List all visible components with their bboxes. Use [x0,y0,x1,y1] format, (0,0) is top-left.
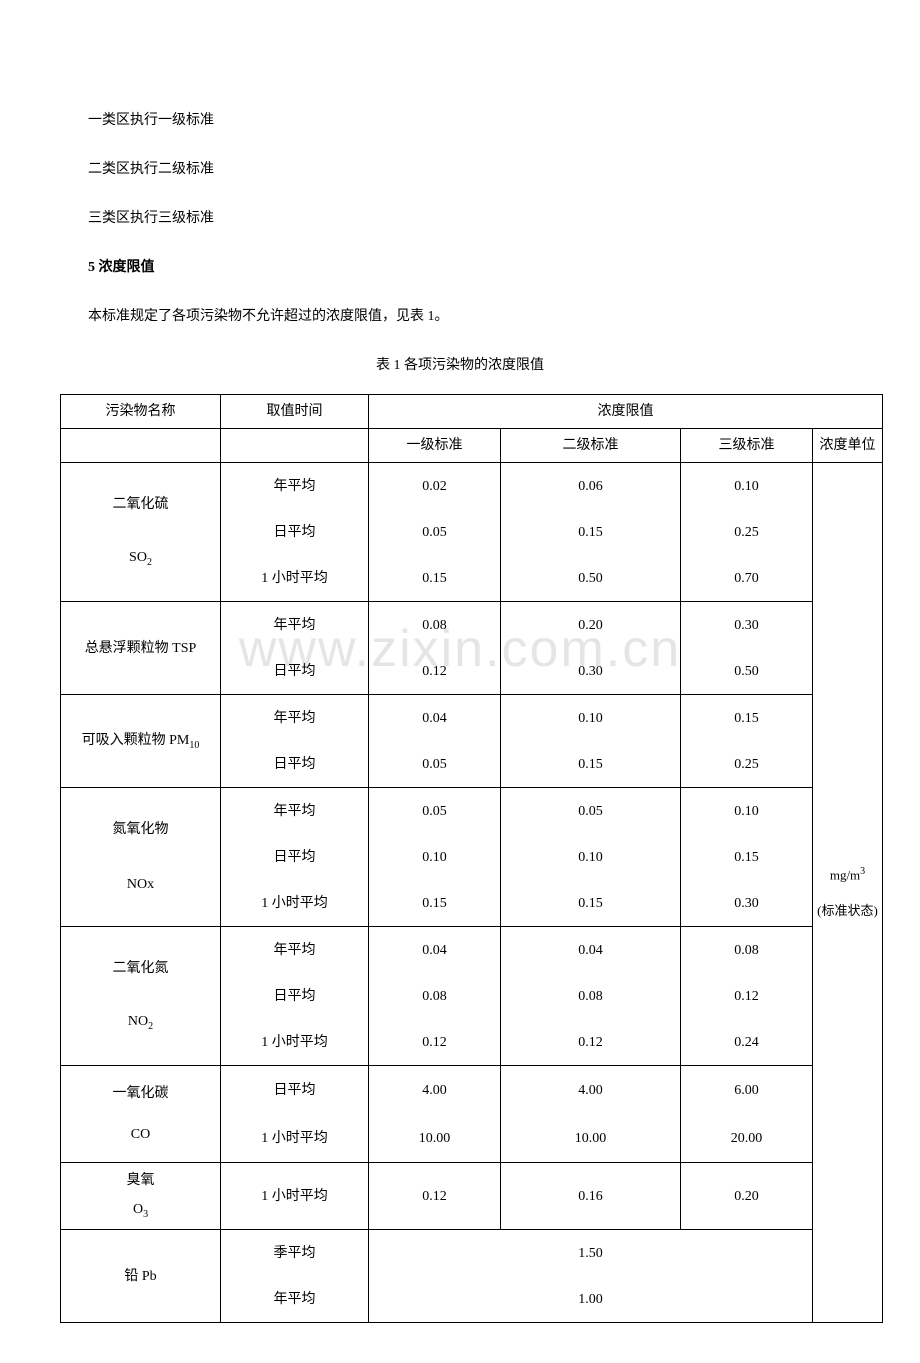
name-line2: NOx [127,872,154,897]
hdr-unit: 浓度单位 [813,429,883,463]
table-row: 二氧化氮 NO2 年平均日平均1 小时平均 0.040.080.12 0.040… [61,927,883,1066]
lv3-cell: 0.150.25 [681,695,813,788]
name-line1: 二氧化硫 [113,492,169,517]
table-row: 总悬浮颗粒物 TSP 年平均日平均 0.080.12 0.200.30 0.30… [61,602,883,695]
lv1-cell: 0.020.050.15 [369,463,501,602]
paragraph-class2: 二类区执行二级标准 [60,159,860,180]
name-line2: SO2 [129,545,152,572]
pollutant-name: 可吸入颗粒物 PM10 [61,695,221,788]
pollutant-name: 二氧化硫 SO2 [61,463,221,602]
lv3-cell: 0.300.50 [681,602,813,695]
hdr-empty-1 [61,429,221,463]
lv2-cell: 4.0010.00 [501,1066,681,1163]
name-line2: CO [131,1122,150,1147]
pollutant-name: 总悬浮颗粒物 TSP [61,602,221,695]
hdr-lv1: 一级标准 [369,429,501,463]
table-header-row-2: 一级标准 二级标准 三级标准 浓度单位 [61,429,883,463]
paragraph-class1: 一类区执行一级标准 [60,110,860,131]
hdr-pollutant: 污染物名称 [61,395,221,429]
lv1-cell: 0.12 [369,1163,501,1230]
hdr-lv3: 三级标准 [681,429,813,463]
table-row: 臭氧 O3 1 小时平均 0.12 0.16 0.20 [61,1163,883,1230]
lv2-cell: 0.040.080.12 [501,927,681,1066]
unit-cell: mg/m3 (标准状态) [813,463,883,1323]
hdr-lv2: 二级标准 [501,429,681,463]
lv3-cell: 0.20 [681,1163,813,1230]
paragraph-class3: 三类区执行三级标准 [60,208,860,229]
period-cell: 季平均年平均 [221,1230,369,1323]
name-line2: NO2 [128,1009,153,1036]
hdr-limit: 浓度限值 [369,395,883,429]
table-header-row-1: 污染物名称 取值时间 浓度限值 [61,395,883,429]
name-line1: 总悬浮颗粒物 TSP [85,636,197,661]
lv2-cell: 0.16 [501,1163,681,1230]
table-row: 一氧化碳 CO 日平均1 小时平均 4.0010.00 4.0010.00 6.… [61,1066,883,1163]
lv3-cell: 0.080.120.24 [681,927,813,1066]
lv1-cell: 0.040.05 [369,695,501,788]
name-line2: O3 [133,1197,148,1224]
pollutant-limits-table: 污染物名称 取值时间 浓度限值 一级标准 二级标准 三级标准 浓度单位 二氧化硫… [60,394,883,1323]
lv2-cell: 0.100.15 [501,695,681,788]
lv2-cell: 0.200.30 [501,602,681,695]
section-5-heading: 5 浓度限值 [60,257,860,278]
period-cell: 1 小时平均 [221,1163,369,1230]
table-row: 铅 Pb 季平均年平均 1.501.00 [61,1230,883,1323]
name-line1: 可吸入颗粒物 PM10 [82,728,200,755]
pollutant-name: 铅 Pb [61,1230,221,1323]
name-line1: 氮氧化物 [113,817,169,842]
lv2-cell: 0.060.150.50 [501,463,681,602]
paragraph-intro: 本标准规定了各项污染物不允许超过的浓度限值，见表 1。 [60,306,860,327]
table-caption: 表 1 各项污染物的浓度限值 [60,355,860,376]
lv1-cell: 0.040.080.12 [369,927,501,1066]
lv1-cell: 4.0010.00 [369,1066,501,1163]
period-cell: 日平均1 小时平均 [221,1066,369,1163]
lv3-cell: 0.100.150.30 [681,788,813,927]
pollutant-name: 氮氧化物 NOx [61,788,221,927]
name-line1: 铅 Pb [124,1264,156,1289]
pollutant-name: 臭氧 O3 [61,1163,221,1230]
table-row: 氮氧化物 NOx 年平均日平均1 小时平均 0.050.100.15 0.050… [61,788,883,927]
name-line1: 二氧化氮 [113,956,169,981]
period-cell: 年平均日平均1 小时平均 [221,788,369,927]
name-line1: 一氧化碳 [113,1081,169,1106]
unit-line1: mg/m3 [830,864,865,885]
pollutant-name: 一氧化碳 CO [61,1066,221,1163]
period-cell: 年平均 日平均 1 小时平均 [221,463,369,602]
lv2-cell: 0.050.100.15 [501,788,681,927]
table-row: 可吸入颗粒物 PM10 年平均日平均 0.040.05 0.100.15 0.1… [61,695,883,788]
hdr-empty-2 [221,429,369,463]
name-line1: 臭氧 [127,1168,155,1193]
period-cell: 年平均日平均 [221,695,369,788]
lv1-cell: 0.050.100.15 [369,788,501,927]
document-body: 一类区执行一级标准 二类区执行二级标准 三类区执行三级标准 5 浓度限值 本标准… [0,0,920,1363]
period-cell: 年平均日平均1 小时平均 [221,927,369,1066]
hdr-period: 取值时间 [221,395,369,429]
unit-line2: (标准状态) [817,901,878,921]
pollutant-name: 二氧化氮 NO2 [61,927,221,1066]
lv3-cell: 0.100.250.70 [681,463,813,602]
period-cell: 年平均日平均 [221,602,369,695]
lv3-cell: 6.0020.00 [681,1066,813,1163]
lv1-cell: 0.080.12 [369,602,501,695]
table-row: 二氧化硫 SO2 年平均 日平均 1 小时平均 0.020.050.15 0.0… [61,463,883,602]
merged-limit-cell: 1.501.00 [369,1230,813,1323]
